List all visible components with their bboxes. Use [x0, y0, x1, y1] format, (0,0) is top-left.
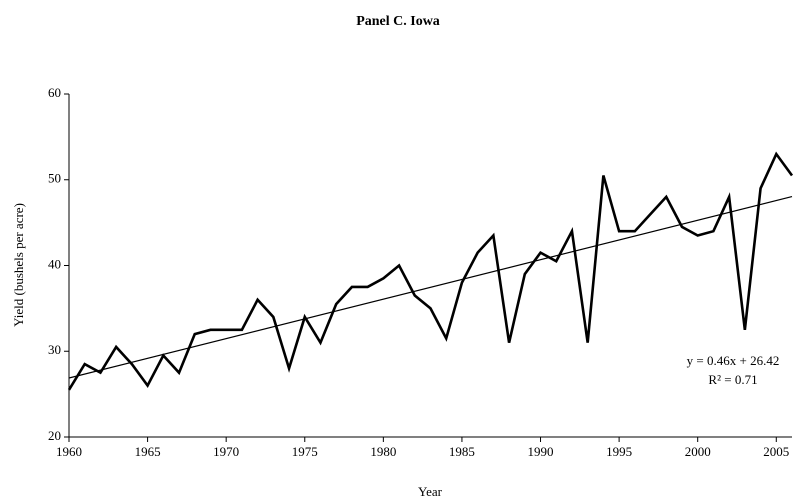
y-tick-label: 40 — [48, 256, 61, 271]
trend-r-squared: R² = 0.71 — [708, 372, 757, 387]
chart-title: Panel C. Iowa — [356, 14, 440, 29]
x-tick-label: 1975 — [292, 444, 318, 459]
x-axis-label: Year — [418, 484, 443, 499]
y-axis-label: Yield (bushels per acre) — [11, 203, 26, 327]
trend-line — [68, 195, 793, 379]
y-tick-label: 30 — [48, 342, 61, 357]
x-tick-label: 1980 — [370, 444, 396, 459]
trend-equation: y = 0.46x + 26.42 — [687, 353, 780, 368]
x-tick-label: 1970 — [213, 444, 239, 459]
x-tick-label: 1985 — [449, 444, 475, 459]
x-tick-label: 1960 — [56, 444, 82, 459]
y-tick-label: 50 — [48, 171, 61, 186]
x-tick-label: 2000 — [685, 444, 711, 459]
x-tick-label: 1965 — [135, 444, 161, 459]
data-line — [67, 151, 794, 391]
x-tick-label: 2005 — [763, 444, 789, 459]
y-tick-label: 20 — [48, 428, 61, 443]
y-tick-label: 60 — [48, 85, 61, 100]
x-tick-label: 1990 — [528, 444, 554, 459]
x-tick-label: 1995 — [606, 444, 632, 459]
